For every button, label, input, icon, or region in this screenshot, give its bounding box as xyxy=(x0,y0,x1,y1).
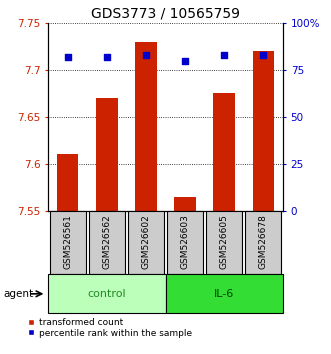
Bar xyxy=(174,196,196,211)
Bar xyxy=(96,98,118,211)
Bar xyxy=(253,51,274,211)
Text: GSM526678: GSM526678 xyxy=(259,214,268,269)
Text: control: control xyxy=(87,289,126,299)
Point xyxy=(261,52,266,58)
Point xyxy=(65,54,70,59)
Point xyxy=(104,54,109,59)
Point xyxy=(222,52,227,58)
Bar xyxy=(48,274,166,313)
Title: GDS3773 / 10565759: GDS3773 / 10565759 xyxy=(91,6,240,21)
Point xyxy=(143,52,149,58)
Bar xyxy=(128,211,164,274)
Bar xyxy=(166,274,283,313)
Bar xyxy=(206,211,242,274)
Bar xyxy=(89,211,125,274)
Text: GSM526605: GSM526605 xyxy=(220,214,229,269)
Bar xyxy=(245,211,281,274)
Text: GSM526603: GSM526603 xyxy=(181,214,190,269)
Point xyxy=(182,58,188,63)
Text: IL-6: IL-6 xyxy=(214,289,234,299)
Bar xyxy=(167,211,203,274)
Bar xyxy=(213,93,235,211)
Legend: transformed count, percentile rank within the sample: transformed count, percentile rank withi… xyxy=(28,318,193,338)
Bar xyxy=(57,154,78,211)
Bar xyxy=(135,42,157,211)
Bar xyxy=(50,211,86,274)
Text: agent: agent xyxy=(3,289,33,299)
Text: GSM526602: GSM526602 xyxy=(141,214,150,269)
Text: GSM526561: GSM526561 xyxy=(63,214,72,269)
Text: GSM526562: GSM526562 xyxy=(102,214,111,269)
